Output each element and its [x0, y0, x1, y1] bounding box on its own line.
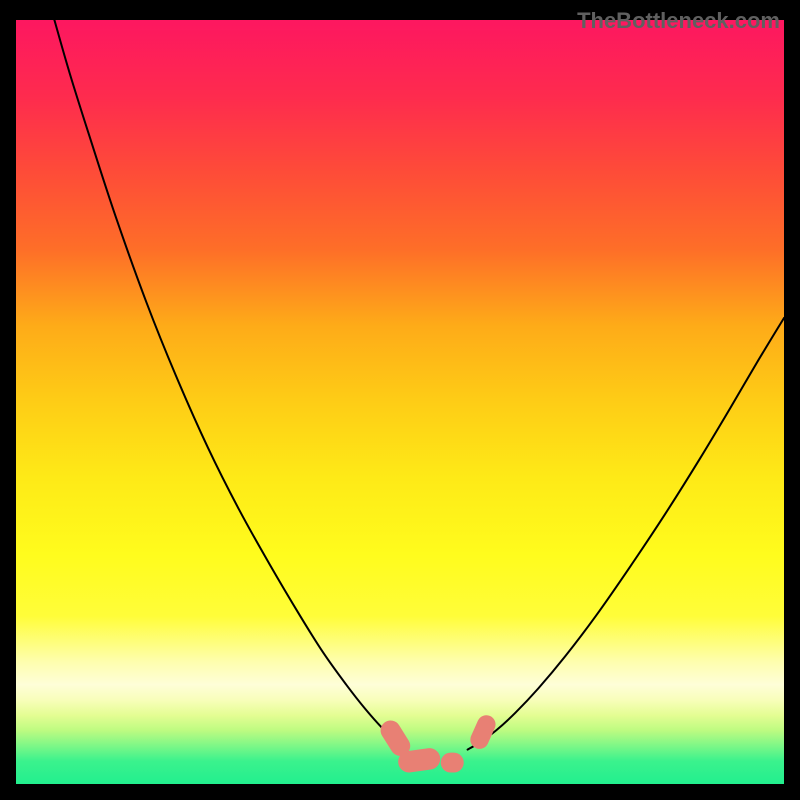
chart-svg — [0, 0, 800, 800]
bottleneck-chart: TheBottleneck.com — [0, 0, 800, 800]
watermark-text: TheBottleneck.com — [577, 8, 780, 34]
chart-plot-area — [16, 20, 784, 784]
marker-capsule — [441, 753, 464, 773]
